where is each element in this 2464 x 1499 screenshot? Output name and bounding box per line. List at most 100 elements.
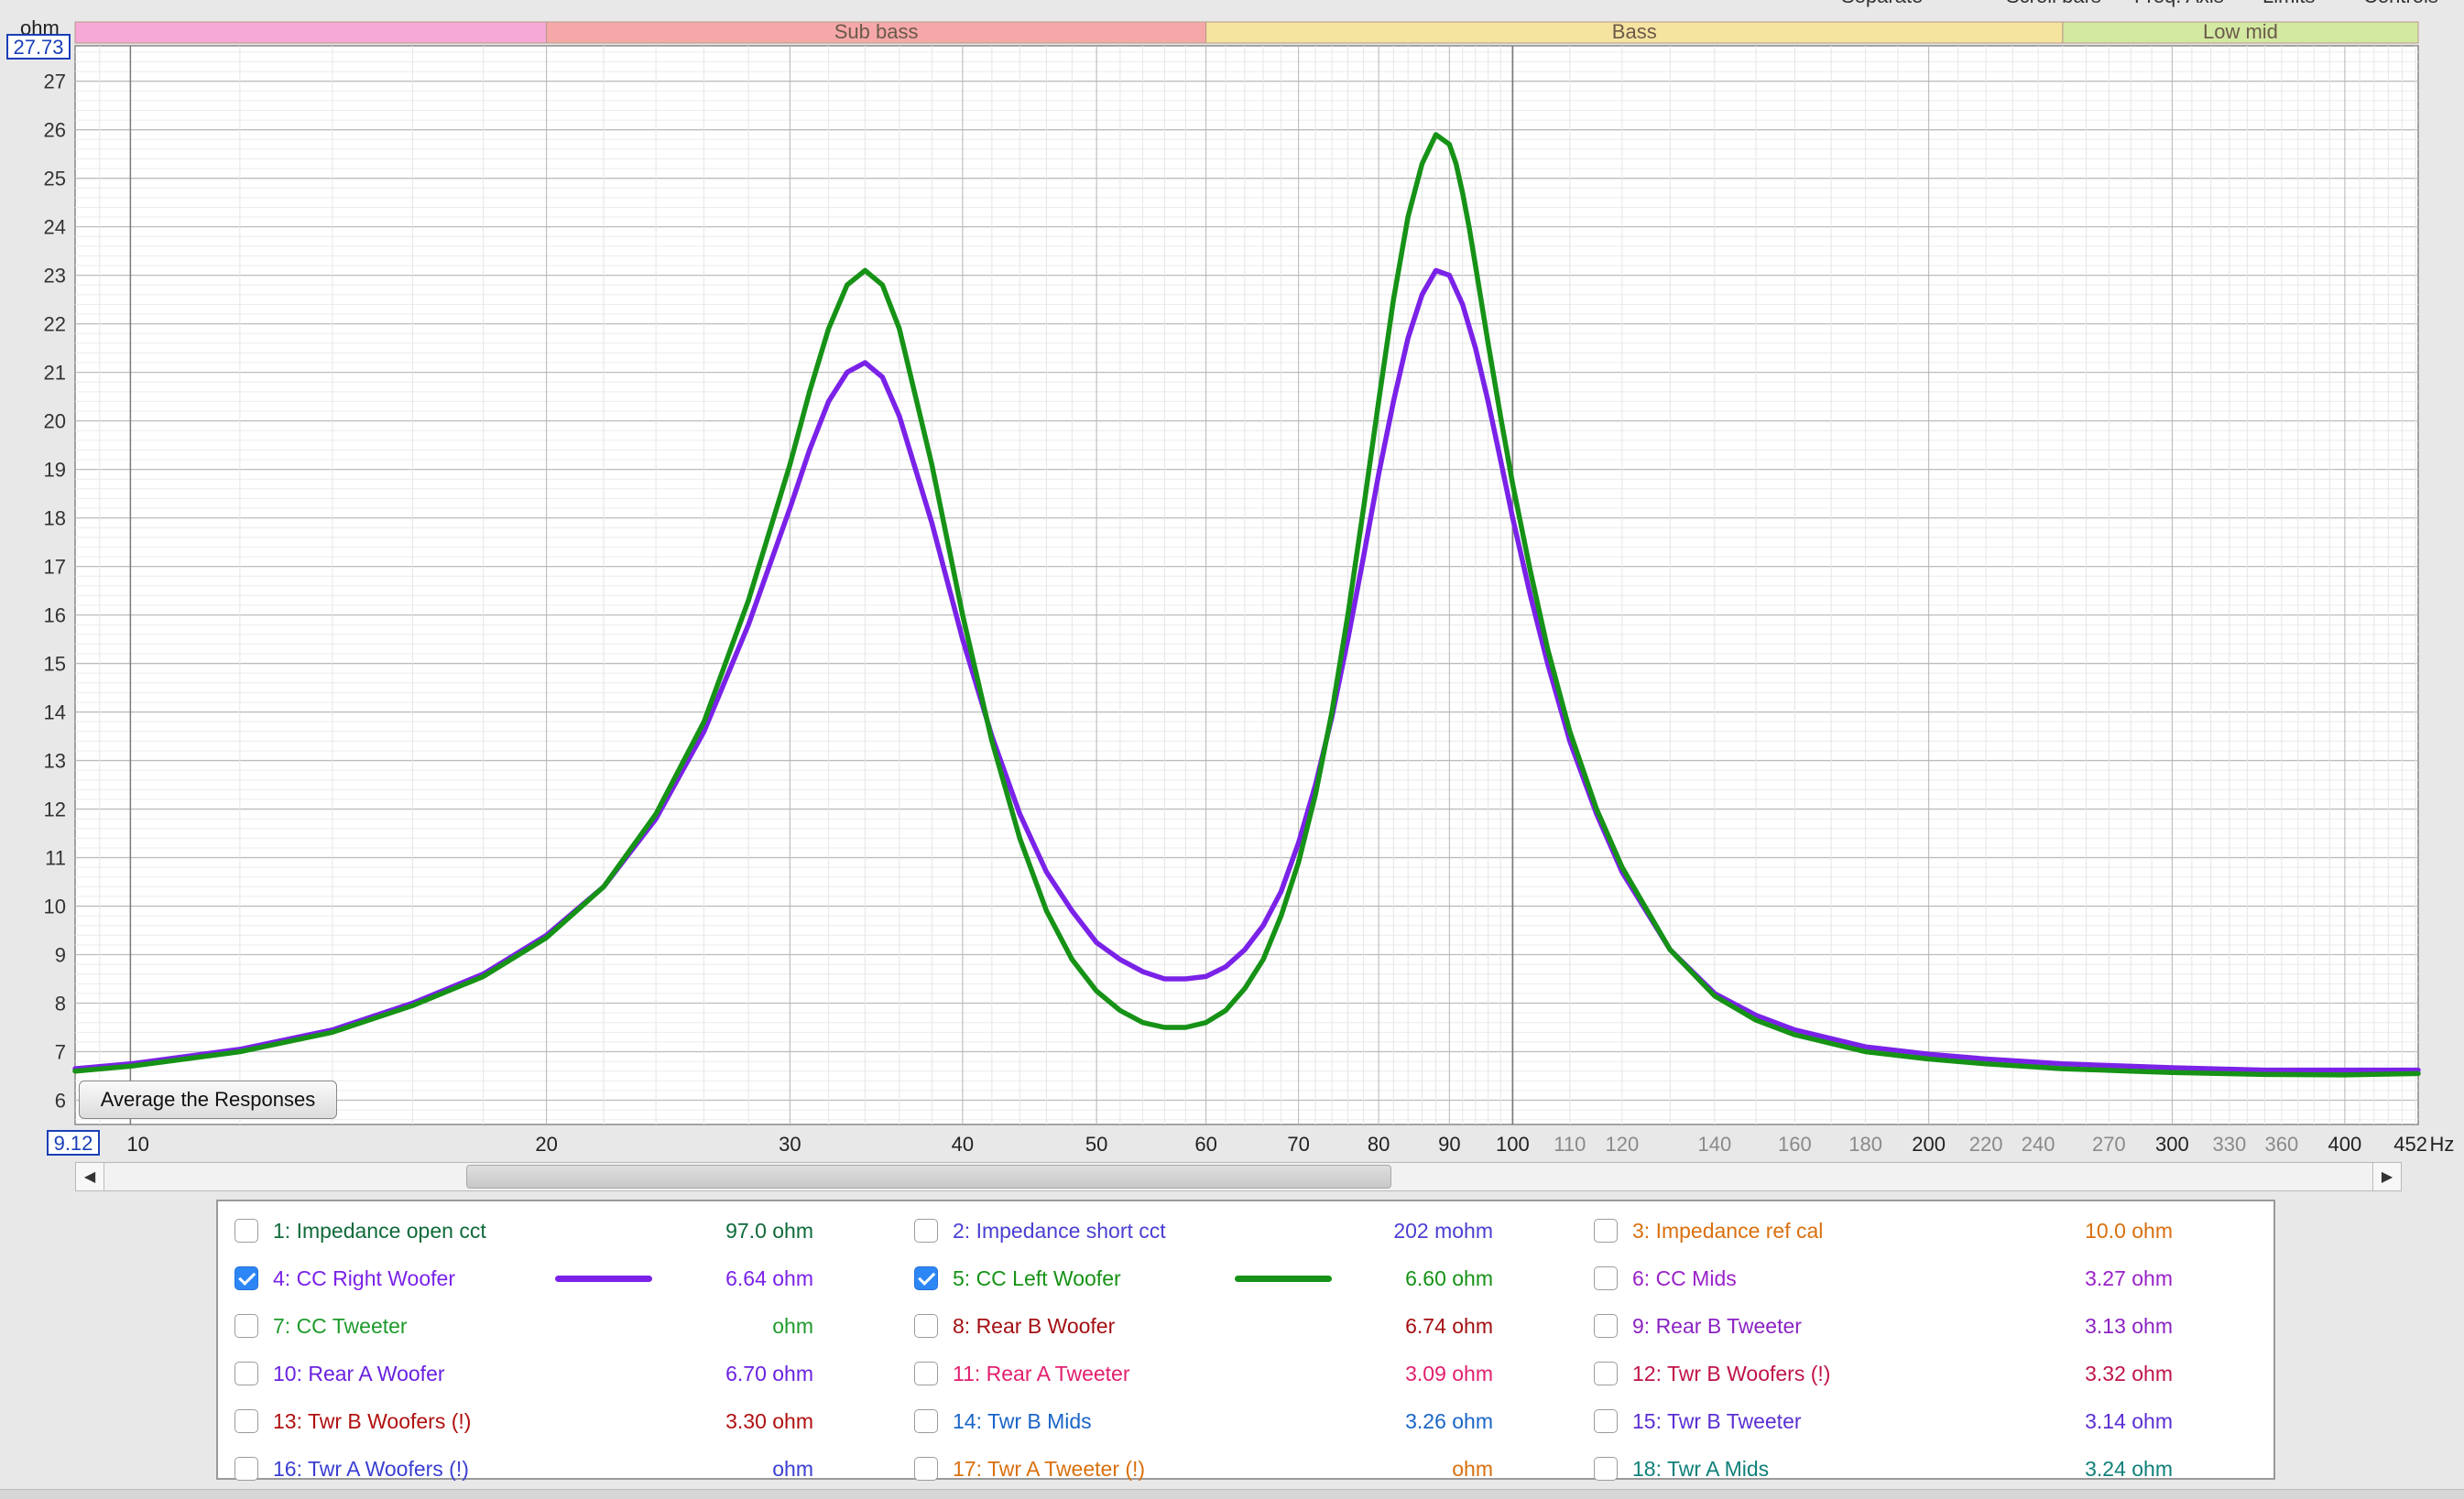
legend-label: 17: Twr A Tweeter (!) — [953, 1456, 1146, 1481]
checkbox-checked-icon[interactable] — [234, 1266, 258, 1290]
legend-value: 6.60 ohm — [1405, 1266, 1493, 1290]
x-axis: 10 20 30 40 50 60 70 80 90 100 200 300 400 452 110 120 1… — [126, 1133, 2427, 1156]
y-tick-label: 15 — [44, 653, 66, 676]
band-segment — [2062, 21, 2419, 44]
legend-item[interactable]: 8: Rear B Woofer — [914, 1308, 1115, 1344]
y-tick-label: 18 — [44, 507, 66, 530]
legend-line-swatch — [1235, 1276, 1332, 1282]
checkbox-icon[interactable] — [1594, 1409, 1618, 1433]
y-tick-label: 26 — [44, 119, 66, 142]
y-top-limit-box[interactable]: 27.73 — [6, 34, 71, 60]
legend-value: 6.64 ohm — [725, 1266, 813, 1290]
horizontal-scrollbar[interactable]: ◀ ▶ — [75, 1162, 2402, 1191]
legend-label: 7: CC Tweeter — [273, 1313, 408, 1338]
legend-value: 3.24 ohm — [2085, 1457, 2173, 1481]
checkbox-icon[interactable] — [1594, 1266, 1618, 1290]
legend-value: 3.30 ohm — [725, 1409, 813, 1433]
x-tick-label-minor: 140 — [1698, 1133, 1732, 1156]
x-tick-label: 90 — [1438, 1133, 1460, 1156]
x-tick-label-minor: 110 — [1554, 1133, 1586, 1156]
legend-item[interactable]: 18: Twr A Mids — [1594, 1450, 1769, 1487]
x-tick-label: 10 — [126, 1133, 148, 1156]
top-menu-item[interactable]: Limits — [2262, 0, 2315, 7]
y-top-limit[interactable]: 27.73 — [13, 36, 63, 59]
top-menu-item[interactable]: Controls — [2363, 0, 2438, 7]
scroll-right-arrow-icon[interactable]: ▶ — [2372, 1163, 2401, 1190]
legend-line-swatch — [555, 1276, 652, 1282]
x-tick-label-minor: 220 — [1969, 1133, 2003, 1156]
checkbox-icon[interactable] — [914, 1219, 938, 1243]
legend-label: 3: Impedance ref cal — [1632, 1218, 1824, 1243]
x-axis-unit: Hz — [2430, 1133, 2455, 1156]
legend-value: 10.0 ohm — [2085, 1219, 2173, 1243]
measurement-legend: 1: Impedance open cct 97.0 ohm 2: Impedanc… — [216, 1200, 2275, 1481]
legend-item[interactable]: 10: Rear A Woofer — [234, 1355, 445, 1392]
y-tick-label: 19 — [44, 459, 66, 482]
y-tick-label: 12 — [44, 798, 66, 821]
checkbox-checked-icon[interactable] — [914, 1266, 938, 1290]
checkbox-icon[interactable] — [914, 1314, 938, 1338]
checkbox-icon[interactable] — [234, 1362, 258, 1385]
legend-item[interactable]: 7: CC Tweeter — [234, 1308, 408, 1344]
band-label: Sub bass — [834, 20, 919, 43]
y-tick-label: 13 — [44, 750, 66, 773]
x-tick-label-minor: 160 — [1778, 1133, 1812, 1156]
y-tick-label: 25 — [44, 168, 66, 190]
scroll-left-arrow-icon[interactable]: ◀ — [76, 1163, 104, 1190]
legend-value: 3.27 ohm — [2085, 1266, 2173, 1290]
top-menu-item[interactable]: Freq. Axis — [2134, 0, 2224, 7]
legend-value: ohm — [772, 1457, 813, 1481]
legend-item[interactable]: 4: CC Right Woofer — [234, 1260, 455, 1297]
scrollbar-thumb[interactable] — [466, 1165, 1391, 1189]
legend-item[interactable]: 3: Impedance ref cal — [1594, 1212, 1823, 1249]
checkbox-icon[interactable] — [1594, 1314, 1618, 1338]
legend-item[interactable]: 15: Twr B Tweeter — [1594, 1403, 1802, 1439]
legend-label: 11: Rear A Tweeter — [953, 1361, 1130, 1385]
legend-item[interactable]: 13: Twr B Woofers (!) — [234, 1403, 471, 1439]
checkbox-icon[interactable] — [234, 1219, 258, 1243]
legend-label: 18: Twr A Mids — [1632, 1456, 1770, 1481]
x-tick-label: 300 — [2155, 1133, 2189, 1156]
grid — [75, 46, 2418, 1124]
legend-value: 3.09 ohm — [1405, 1362, 1493, 1385]
x-tick-label: 200 — [1912, 1133, 1946, 1156]
x-left-limit-box[interactable]: 9.12 — [47, 1130, 100, 1156]
y-axis: 6 7 8 9 10 11 12 13 14 15 16 17 18 19 20 21 22 23 24 25 26 27 — [44, 71, 66, 1113]
average-responses-button[interactable]: Average the Responses — [79, 1081, 337, 1119]
top-menu-item[interactable]: Scroll bars — [2006, 0, 2101, 7]
checkbox-icon[interactable] — [914, 1457, 938, 1481]
legend-item[interactable]: 6: CC Mids — [1594, 1260, 1737, 1297]
y-tick-label: 21 — [44, 362, 66, 385]
y-tick-label: 6 — [55, 1090, 66, 1113]
legend-item[interactable]: 2: Impedance short cct — [914, 1212, 1166, 1249]
x-tick-label-minor: 240 — [2022, 1133, 2055, 1156]
checkbox-icon[interactable] — [914, 1409, 938, 1433]
checkbox-icon[interactable] — [914, 1362, 938, 1385]
legend-value: 3.32 ohm — [2085, 1362, 2173, 1385]
x-left-limit[interactable]: 9.12 — [54, 1132, 93, 1155]
checkbox-icon[interactable] — [234, 1314, 258, 1338]
checkbox-icon[interactable] — [1594, 1219, 1618, 1243]
series-line-2 — [72, 132, 2421, 1078]
legend-item[interactable]: 17: Twr A Tweeter (!) — [914, 1450, 1145, 1487]
x-tick-label: 30 — [779, 1133, 801, 1156]
legend-item[interactable]: 12: Twr B Woofers (!) — [1594, 1355, 1830, 1392]
top-menu-item[interactable]: Separate — [1841, 0, 1923, 7]
legend-item[interactable]: 11: Rear A Tweeter — [914, 1355, 1130, 1392]
checkbox-icon[interactable] — [234, 1409, 258, 1433]
y-tick-label: 16 — [44, 604, 66, 627]
impedance-chart[interactable]: Separate Scroll bars Freq. Axis Limits Contr… — [0, 0, 2464, 1163]
legend-item[interactable]: 16: Twr A Woofers (!) — [234, 1450, 469, 1487]
legend-item[interactable]: 9: Rear B Tweeter — [1594, 1308, 1802, 1344]
y-tick-label: 17 — [44, 556, 66, 579]
checkbox-icon[interactable] — [234, 1457, 258, 1481]
legend-item[interactable]: 1: Impedance open cct — [234, 1212, 486, 1249]
checkbox-icon[interactable] — [1594, 1362, 1618, 1385]
legend-item[interactable]: 14: Twr B Mids — [914, 1403, 1092, 1439]
x-tick-label: 60 — [1194, 1133, 1216, 1156]
legend-item[interactable]: 5: CC Left Woofer — [914, 1260, 1121, 1297]
checkbox-icon[interactable] — [1594, 1457, 1618, 1481]
legend-label: 4: CC Right Woofer — [273, 1265, 455, 1290]
band-segment — [74, 21, 548, 44]
legend-label: 15: Twr B Tweeter — [1632, 1408, 1802, 1433]
